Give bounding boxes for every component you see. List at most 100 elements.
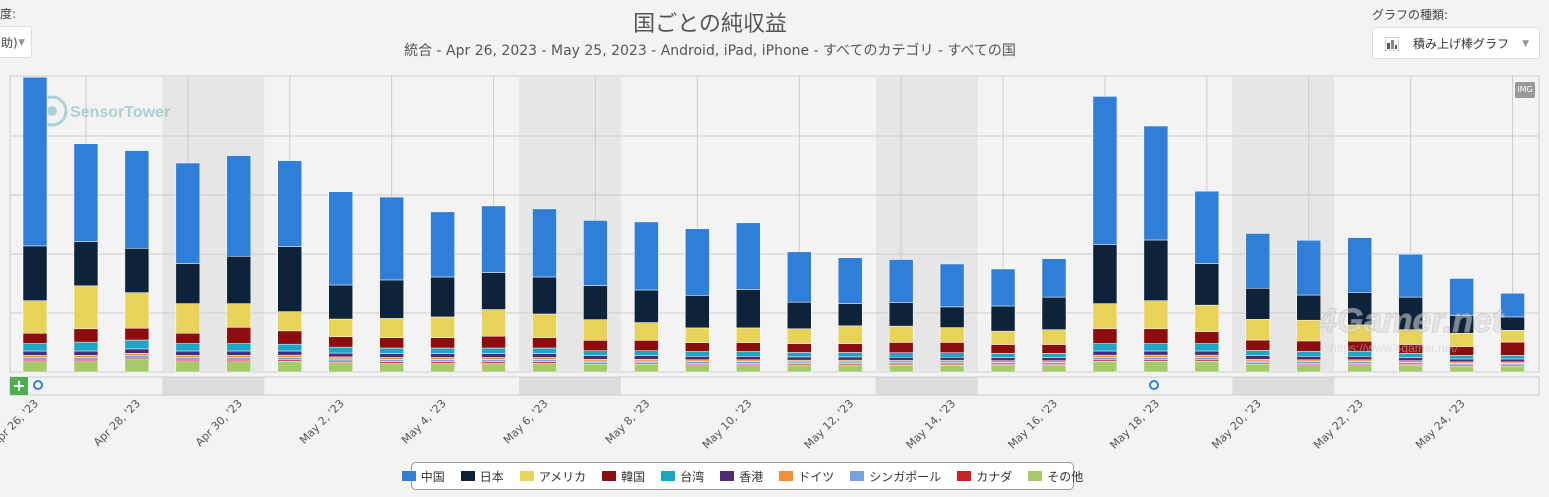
bar-segment-韓国[interactable]: [1245, 339, 1271, 351]
bar-segment-台湾[interactable]: [1500, 355, 1525, 360]
bar-segment-シンガポール[interactable]: [379, 359, 404, 362]
bar-segment-中国[interactable]: [430, 211, 455, 278]
bar-segment-シンガポール[interactable]: [1245, 360, 1271, 364]
bar-segment-日本[interactable]: [532, 276, 557, 315]
bar-segment-香港[interactable]: [685, 356, 710, 361]
bar-segment-韓国[interactable]: [1041, 344, 1067, 354]
bar-segment-その他[interactable]: [1398, 365, 1423, 373]
bar-segment-中国[interactable]: [1398, 253, 1423, 298]
bar-segment-アメリカ[interactable]: [379, 318, 404, 338]
bar-segment-韓国[interactable]: [328, 336, 353, 348]
bar-segment-中国[interactable]: [888, 259, 914, 303]
bar-segment-中国[interactable]: [226, 155, 252, 257]
bar-segment-韓国[interactable]: [532, 337, 557, 349]
bar-segment-アメリカ[interactable]: [1143, 300, 1169, 330]
bar-segment-アメリカ[interactable]: [685, 327, 710, 343]
bar-segment-日本[interactable]: [583, 285, 608, 320]
bar-segment-ドイツ[interactable]: [1296, 359, 1321, 362]
bar-segment-アメリカ[interactable]: [1245, 319, 1271, 341]
bar-segment-その他[interactable]: [685, 364, 710, 373]
bar-segment-シンガポール[interactable]: [685, 361, 710, 364]
chart-type-select[interactable]: 積み上げ棒グラフ ▼: [1372, 27, 1540, 59]
bar-segment-台湾[interactable]: [736, 351, 761, 357]
bar-segment-韓国[interactable]: [379, 337, 404, 349]
bar-segment-ドイツ[interactable]: [73, 355, 99, 359]
bar-segment-ドイツ[interactable]: [685, 359, 710, 362]
bar-segment-シンガポール[interactable]: [990, 362, 1016, 365]
bar-segment-香港[interactable]: [226, 350, 252, 356]
export-image-button[interactable]: IMG: [1515, 82, 1535, 98]
bar-segment-シンガポール[interactable]: [124, 355, 150, 359]
bar-segment-日本[interactable]: [1347, 292, 1372, 326]
bar-segment-韓国[interactable]: [1296, 340, 1321, 352]
bar-segment-ドイツ[interactable]: [277, 354, 302, 358]
bar-segment-香港[interactable]: [175, 350, 201, 356]
bar-segment-その他[interactable]: [736, 364, 761, 373]
bar-segment-その他[interactable]: [1143, 361, 1169, 373]
bar-segment-アメリカ[interactable]: [787, 328, 812, 344]
bar-segment-その他[interactable]: [532, 362, 557, 373]
bar-segment-中国[interactable]: [328, 191, 353, 286]
bar-segment-アメリカ[interactable]: [1500, 330, 1525, 343]
bar-segment-ドイツ[interactable]: [1245, 359, 1271, 362]
bar-segment-その他[interactable]: [1245, 363, 1271, 373]
bar-segment-その他[interactable]: [1194, 361, 1220, 373]
bar-segment-香港[interactable]: [1092, 350, 1118, 356]
bar-segment-香港[interactable]: [1245, 355, 1271, 360]
bar-segment-中国[interactable]: [175, 162, 201, 264]
bar-segment-シンガポール[interactable]: [736, 361, 761, 364]
bar-segment-香港[interactable]: [888, 356, 914, 361]
bar-segment-ドイツ[interactable]: [837, 359, 863, 363]
bar-segment-ドイツ[interactable]: [328, 356, 353, 360]
bar-segment-日本[interactable]: [939, 306, 965, 328]
legend-item[interactable]: シンガポール: [850, 468, 941, 485]
bar-segment-シンガポール[interactable]: [583, 360, 608, 364]
legend-item[interactable]: 中国: [401, 468, 445, 485]
bar-segment-香港[interactable]: [1449, 358, 1474, 363]
bar-segment-香港[interactable]: [634, 355, 659, 360]
bar-segment-その他[interactable]: [1041, 365, 1067, 373]
bar-segment-日本[interactable]: [736, 289, 761, 329]
bar-segment-その他[interactable]: [1296, 364, 1321, 373]
bar-segment-中国[interactable]: [22, 76, 48, 247]
bar-segment-中国[interactable]: [837, 257, 863, 304]
bar-segment-台湾[interactable]: [481, 347, 506, 354]
bar-segment-香港[interactable]: [379, 353, 404, 358]
bar-segment-ドイツ[interactable]: [1041, 360, 1067, 363]
bar-segment-シンガポール[interactable]: [22, 357, 48, 361]
bar-segment-香港[interactable]: [1143, 350, 1169, 356]
bar-segment-香港[interactable]: [1398, 357, 1423, 362]
bar-segment-韓国[interactable]: [1500, 341, 1525, 356]
legend-item[interactable]: アメリカ: [519, 468, 586, 485]
bar-segment-韓国[interactable]: [430, 337, 455, 349]
bar-segment-台湾[interactable]: [124, 339, 150, 350]
bar-segment-中国[interactable]: [1347, 237, 1372, 293]
bar-segment-ドイツ[interactable]: [1092, 354, 1118, 358]
bar-segment-中国[interactable]: [736, 222, 761, 290]
bar-segment-アメリカ[interactable]: [226, 303, 252, 328]
bar-segment-ドイツ[interactable]: [634, 359, 659, 362]
bar-segment-台湾[interactable]: [939, 352, 965, 358]
bar-segment-シンガポール[interactable]: [277, 357, 302, 361]
bar-segment-韓国[interactable]: [124, 327, 150, 341]
bar-segment-日本[interactable]: [1092, 244, 1118, 304]
bar-segment-台湾[interactable]: [837, 352, 863, 358]
bar-segment-香港[interactable]: [939, 356, 965, 361]
legend-item[interactable]: 香港: [720, 468, 763, 485]
bar-segment-日本[interactable]: [1041, 296, 1067, 330]
legend-item[interactable]: ドイツ: [779, 468, 834, 485]
bar-segment-台湾[interactable]: [787, 352, 812, 358]
bar-segment-アメリカ[interactable]: [277, 311, 302, 332]
bar-segment-中国[interactable]: [481, 205, 506, 273]
bar-segment-香港[interactable]: [1347, 356, 1372, 361]
bar-segment-アメリカ[interactable]: [1041, 329, 1067, 345]
bar-segment-その他[interactable]: [379, 362, 404, 373]
bar-segment-ドイツ[interactable]: [787, 359, 812, 363]
bar-segment-ドイツ[interactable]: [1143, 354, 1169, 358]
bar-segment-台湾[interactable]: [22, 343, 48, 352]
bar-segment-韓国[interactable]: [1092, 328, 1118, 344]
bar-segment-台湾[interactable]: [532, 347, 557, 354]
bar-segment-アメリカ[interactable]: [583, 319, 608, 341]
bar-segment-韓国[interactable]: [685, 342, 710, 352]
bar-segment-その他[interactable]: [939, 364, 965, 373]
